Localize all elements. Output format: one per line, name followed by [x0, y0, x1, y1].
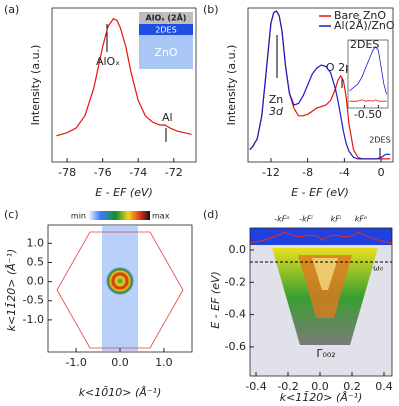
x-tick-label: 0 — [378, 166, 385, 179]
x-tick-label: -74 — [129, 166, 147, 179]
y-tick-label: 1.0 — [27, 236, 45, 249]
x-tick-label: -0.4 — [245, 380, 266, 393]
x-tick-label: -1.0 — [65, 356, 86, 369]
annotation: -kFⁱ — [299, 215, 313, 224]
layer-label: 2DES — [155, 26, 176, 35]
colorbar-label: min — [71, 212, 86, 221]
x-axis-label: E - EF (eV) — [291, 186, 349, 199]
y-axis-label: Intensity (a.u.) — [29, 45, 42, 126]
y-axis-label: Intensity (a.u.) — [225, 45, 238, 126]
annotation: kFᵒ — [355, 215, 368, 224]
annotation: Al — [162, 111, 173, 124]
inset-label: 2DES — [350, 38, 379, 51]
legend-label: Al(2Å)/ZnO — [334, 19, 395, 32]
x-tick-label: -8 — [302, 166, 313, 179]
band-dispersion — [312, 258, 338, 290]
colorbar — [88, 211, 150, 220]
y-tick-label: -0.4 — [225, 308, 246, 321]
plot-frame — [249, 227, 393, 377]
mdc-curve — [249, 231, 393, 244]
y-tick-label: -0.2 — [225, 275, 246, 288]
plot-frame — [247, 7, 394, 163]
x-tick-label: 0.4 — [375, 380, 393, 393]
layer-zno — [139, 35, 193, 69]
data-line — [249, 10, 391, 160]
y-axis-label: E - EF (eV) — [209, 271, 222, 329]
annotation: AlOₓ — [96, 55, 120, 68]
x-tick-label: 0.2 — [343, 380, 361, 393]
x-tick-label: 0.0 — [311, 380, 329, 393]
x-tick-label: 1.0 — [155, 356, 173, 369]
y-tick-label: -1.0 — [23, 313, 44, 326]
annotation: O 2p — [326, 61, 352, 74]
x-tick-label: -0.2 — [277, 380, 298, 393]
panel-label: (c) — [4, 208, 19, 221]
panel-label: (a) — [4, 3, 19, 16]
plot-frame — [51, 7, 197, 163]
y-tick-label: 0.5 — [27, 255, 45, 268]
intensity-map — [250, 228, 392, 245]
x-axis-label: k<10̄10> (Å⁻¹) — [79, 386, 162, 399]
colorbar-label: max — [152, 212, 170, 221]
layer-alox — [139, 12, 193, 24]
annotation: 2DES — [369, 136, 390, 145]
annotation: Γ₀₀₂ — [316, 347, 335, 360]
y-tick-label: 0.0 — [27, 275, 45, 288]
x-tick-label: -76 — [94, 166, 112, 179]
annotation: Zn — [269, 93, 284, 106]
x-tick-label: -0.5 — [354, 108, 375, 121]
x-tick-label: 0 — [375, 108, 382, 121]
layer-2des — [139, 24, 193, 35]
x-axis-label: E - EF (eV) — [95, 186, 153, 199]
x-tick-label: -4 — [339, 166, 350, 179]
annotation: kFⁱ — [331, 215, 342, 224]
panel-label: (b) — [203, 3, 219, 16]
annotation: -kFᵒ — [274, 215, 289, 224]
y-tick-label: -0.6 — [225, 340, 246, 353]
x-axis-label: k<11̄20> (Å⁻¹) — [280, 391, 363, 404]
annotation: ω₀ — [373, 264, 383, 273]
inset-frame — [347, 39, 389, 109]
data-line — [349, 46, 387, 95]
x-tick-label: 0.0 — [111, 356, 129, 369]
x-tick-label: -72 — [165, 166, 183, 179]
y-axis-label: k<11̄20> (Å⁻¹) — [5, 249, 18, 332]
data-line — [56, 18, 192, 137]
x-tick-label: -78 — [58, 166, 76, 179]
panel-label: (d) — [203, 208, 219, 221]
fermi-surface — [106, 267, 134, 295]
legend-label: Bare ZnO — [334, 9, 386, 22]
layer-label: ZnO — [154, 46, 178, 59]
y-tick-label: 0.0 — [229, 243, 247, 256]
layer-label: AlOₓ (2Å) — [146, 13, 187, 23]
data-line — [349, 99, 387, 102]
x-tick-label: -12 — [262, 166, 280, 179]
y-tick-label: -0.5 — [23, 294, 44, 307]
brillouin-zone — [56, 231, 184, 349]
annotation: 3d — [269, 105, 284, 118]
